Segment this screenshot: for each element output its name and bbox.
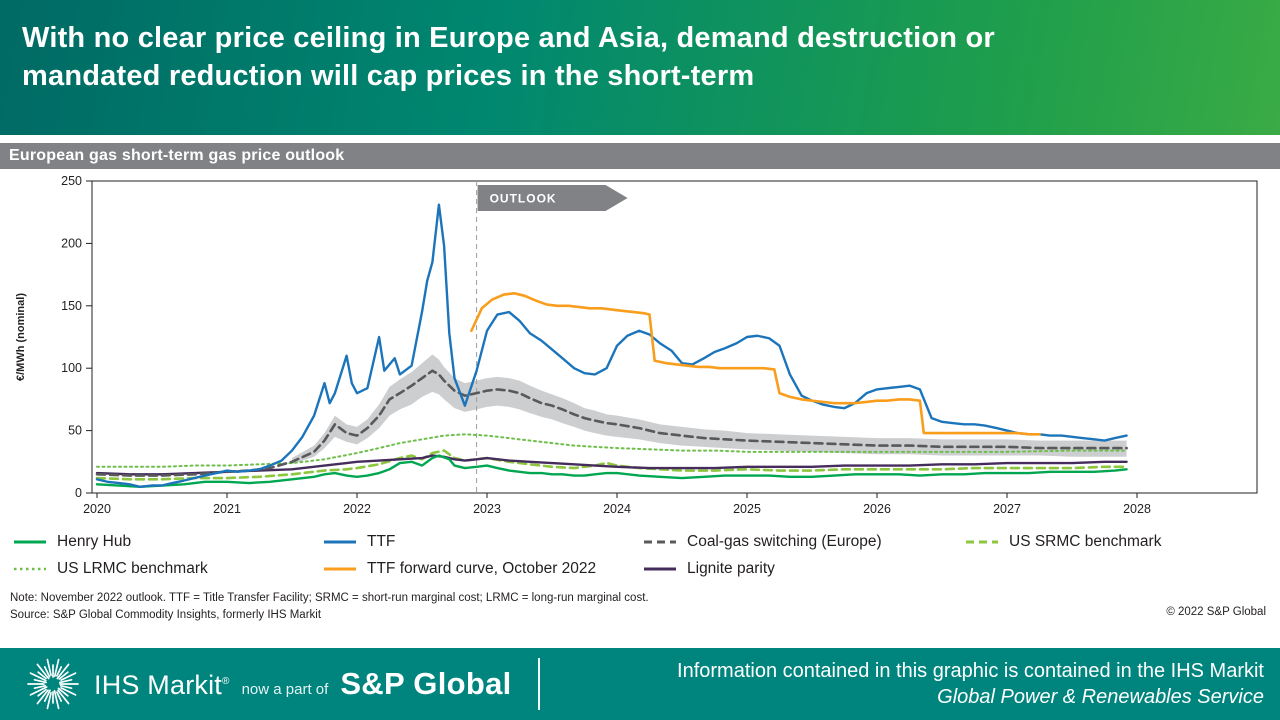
legend-swatch-coal-gas-switching [644, 540, 676, 544]
brand-text-group: IHS Markit® now a part of S&P Global [94, 666, 512, 702]
svg-text:2022: 2022 [343, 502, 371, 516]
svg-text:OUTLOOK: OUTLOOK [490, 192, 557, 206]
series-ttf-forward-curve-october-2022 [470, 292, 1041, 436]
legend-label-us-srmc: US SRMC benchmark [1009, 533, 1162, 550]
x-axis: 2020 2021 2022 2023 2024 2025 2026 2027 2028 [83, 493, 1151, 516]
slide-title-line2: mandated reduction will cap prices in th… [22, 59, 755, 92]
svg-text:250: 250 [61, 174, 82, 188]
svg-text:2028: 2028 [1123, 502, 1151, 516]
legend-swatch-us-srmc [966, 540, 998, 544]
plot-frame [91, 180, 1258, 494]
legend-swatch-us-lrmc [14, 567, 46, 571]
legend-item-ttf: TTF [322, 533, 642, 551]
legend-label-us-lrmc: US LRMC benchmark [57, 560, 208, 577]
slide-title-line1: With no clear price ceiling in Europe an… [22, 22, 995, 54]
note-text: Note: November 2022 outlook. TTF = Title… [10, 592, 649, 604]
svg-text:200: 200 [61, 236, 82, 250]
svg-text:2023: 2023 [473, 502, 501, 516]
legend-item-henry-hub: Henry Hub [12, 533, 322, 551]
chart-legend: Henry Hub TTF Coal-gas switching (Europe… [0, 519, 1280, 578]
svg-text:150: 150 [61, 299, 82, 313]
footer-branding: IHS Markit® now a part of S&P Global [0, 657, 512, 711]
svg-text:50: 50 [68, 424, 82, 438]
svg-text:2026: 2026 [863, 502, 891, 516]
svg-text:2024: 2024 [603, 502, 631, 516]
svg-text:100: 100 [61, 361, 82, 375]
legend-label-henry-hub: Henry Hub [57, 533, 132, 550]
registered-mark: ® [222, 676, 230, 687]
legend-item-coal-gas-switching: Coal-gas switching (Europe) [642, 533, 964, 551]
y-axis: 0 50 100 150 200 250 [61, 174, 92, 500]
chart-section-title: European gas short-term gas price outloo… [0, 143, 1280, 169]
ihs-markit-wordmark: IHS Markit® [94, 670, 230, 700]
footer-info: Information contained in this graphic is… [564, 658, 1280, 711]
legend-item-lignite-parity: Lignite parity [642, 560, 964, 578]
outlook-banner: OUTLOOK [477, 185, 628, 211]
series-henry-hub [95, 454, 1128, 488]
chart-area: 0 50 100 150 200 250 2020 2021 2022 2023 2024 2025 2… [0, 169, 1280, 519]
band-coal-gas-switching-range [292, 354, 1127, 465]
copyright-text: © 2022 S&P Global [1166, 606, 1266, 618]
series-ttf [95, 203, 1128, 488]
footer-divider [537, 658, 540, 710]
source-text: Source: S&P Global Commodity Insights, f… [10, 609, 322, 622]
y-axis-title: €/MWh (nominal) [15, 293, 27, 381]
series-us-lrmc-benchmark [96, 433, 1128, 468]
svg-text:0: 0 [75, 486, 82, 500]
legend-swatch-ttf-forward [324, 567, 356, 571]
series-lignite-parity [95, 454, 1128, 476]
legend-label-ttf: TTF [367, 533, 396, 550]
legend-label-coal-gas-switching: Coal-gas switching (Europe) [687, 533, 882, 550]
legend-label-lignite-parity: Lignite parity [687, 560, 775, 577]
series-coal-gas-switching-europe [95, 369, 1128, 477]
legend-item-us-srmc: US SRMC benchmark [964, 533, 1280, 551]
legend-swatch-lignite-parity [644, 567, 676, 571]
footer-info-line1: Information contained in this graphic is… [677, 659, 1264, 682]
legend-swatch-ttf [324, 540, 356, 544]
legend-swatch-henry-hub [14, 540, 46, 544]
svg-text:2021: 2021 [213, 502, 241, 516]
svg-text:2027: 2027 [993, 502, 1021, 516]
slide-header: With no clear price ceiling in Europe an… [0, 0, 1280, 135]
svg-text:2020: 2020 [83, 502, 111, 516]
legend-label-ttf-forward: TTF forward curve, October 2022 [367, 560, 597, 577]
svg-text:2025: 2025 [733, 502, 761, 516]
sp-global-wordmark: S&P Global [340, 666, 512, 701]
footnotes: Note: November 2022 outlook. TTF = Title… [0, 578, 1280, 625]
footer-info-line2: Global Power & Renewables Service [937, 686, 1264, 708]
footer-banner: IHS Markit® now a part of S&P Global Inf… [0, 648, 1280, 720]
legend-item-us-lrmc: US LRMC benchmark [12, 560, 322, 578]
ihs-markit-logo-icon [27, 658, 79, 710]
legend-item-ttf-forward: TTF forward curve, October 2022 [322, 560, 642, 578]
brand-tagline: now a part of [241, 681, 329, 698]
